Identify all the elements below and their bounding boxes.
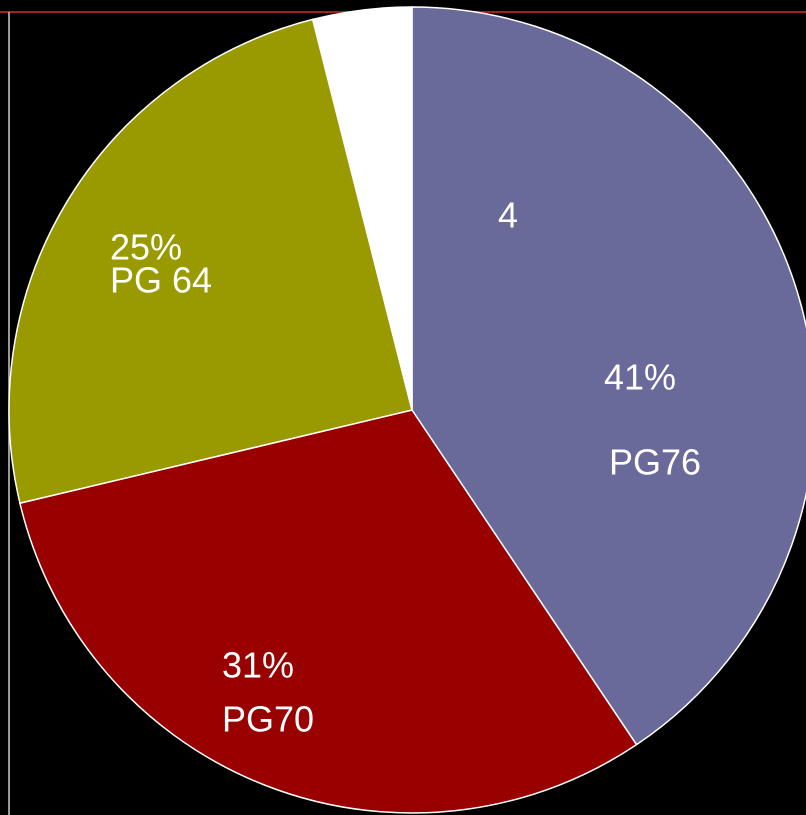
data-label: 41% [604, 357, 676, 398]
pie-slice [8, 18, 413, 505]
pie-slice [411, 6, 806, 746]
category-label: PG 64 [110, 260, 212, 301]
pie-slice [311, 6, 413, 411]
category-label: PG70 [222, 699, 314, 740]
data-label: 4 [498, 195, 518, 236]
pie [8, 6, 806, 814]
data-label: 25% [110, 227, 182, 268]
category-label: PG76 [609, 442, 701, 483]
data-label: 31% [222, 645, 294, 686]
pie-slice [19, 409, 638, 814]
